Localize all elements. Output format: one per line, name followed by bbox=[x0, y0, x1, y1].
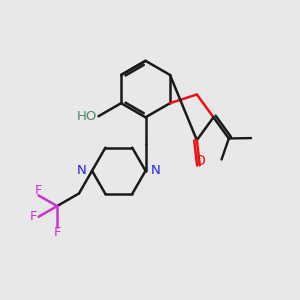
Text: N: N bbox=[77, 164, 87, 177]
Text: O: O bbox=[194, 154, 205, 168]
Text: F: F bbox=[35, 184, 42, 196]
Text: F: F bbox=[29, 210, 37, 223]
Text: N: N bbox=[151, 164, 160, 177]
Text: HO: HO bbox=[76, 110, 97, 123]
Text: F: F bbox=[53, 226, 61, 239]
